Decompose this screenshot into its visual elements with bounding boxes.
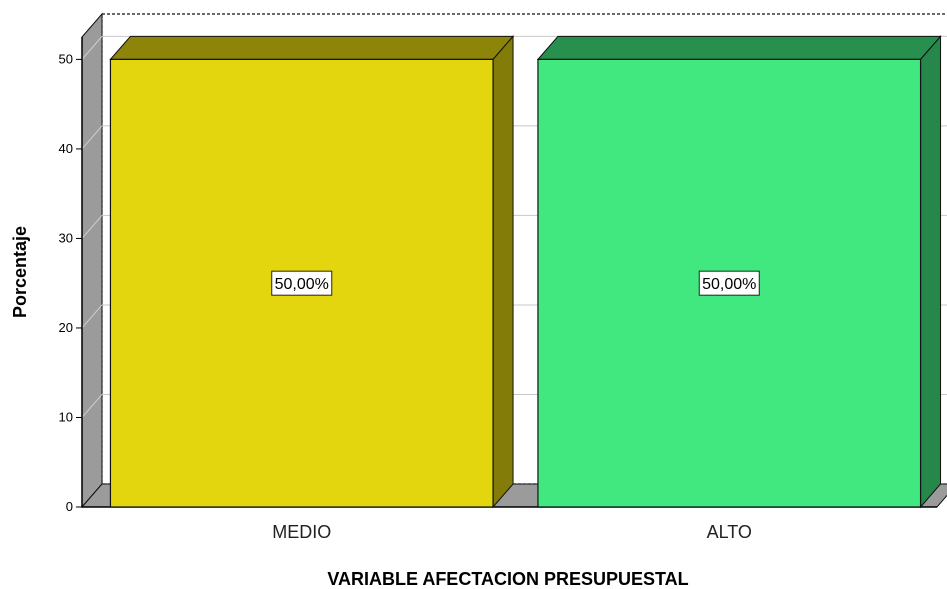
- gridline-side: [81, 125, 103, 150]
- bar-side-face: [492, 35, 514, 509]
- y-tick-label: 10: [59, 409, 73, 424]
- x-axis-labels: MEDIO ALTO: [272, 522, 752, 542]
- bar-top-face: [536, 35, 942, 60]
- y-tick-label: 30: [59, 230, 73, 245]
- x-tick-label: ALTO: [707, 522, 752, 542]
- y-axis-title: Porcentaje: [10, 226, 30, 318]
- bars: 50,00% 50,00%: [109, 35, 942, 509]
- bar-top-face: [109, 35, 515, 60]
- bar-medio: 50,00%: [109, 35, 515, 509]
- x-axis-title: VARIABLE AFECTACION PRESUPUESTAL: [327, 569, 688, 589]
- x-tick-label: MEDIO: [272, 522, 331, 542]
- data-label-box: [271, 270, 333, 296]
- bar-side-face: [920, 35, 942, 509]
- data-label: 50,00%: [702, 276, 756, 293]
- y-tick-label: 20: [59, 320, 73, 335]
- gridline-side: [81, 36, 103, 60]
- y-tick-label: 50: [59, 51, 73, 66]
- gridline-side: [81, 394, 103, 418]
- bar-alto: 50,00%: [536, 35, 942, 509]
- y-tick-label: 40: [59, 141, 73, 156]
- y-tick-label: 0: [66, 499, 73, 514]
- gridline-side: [81, 304, 103, 329]
- data-label-box: [698, 270, 760, 296]
- gridline-side: [81, 215, 103, 239]
- left-wall: [81, 12, 103, 509]
- data-label: 50,00%: [275, 276, 329, 293]
